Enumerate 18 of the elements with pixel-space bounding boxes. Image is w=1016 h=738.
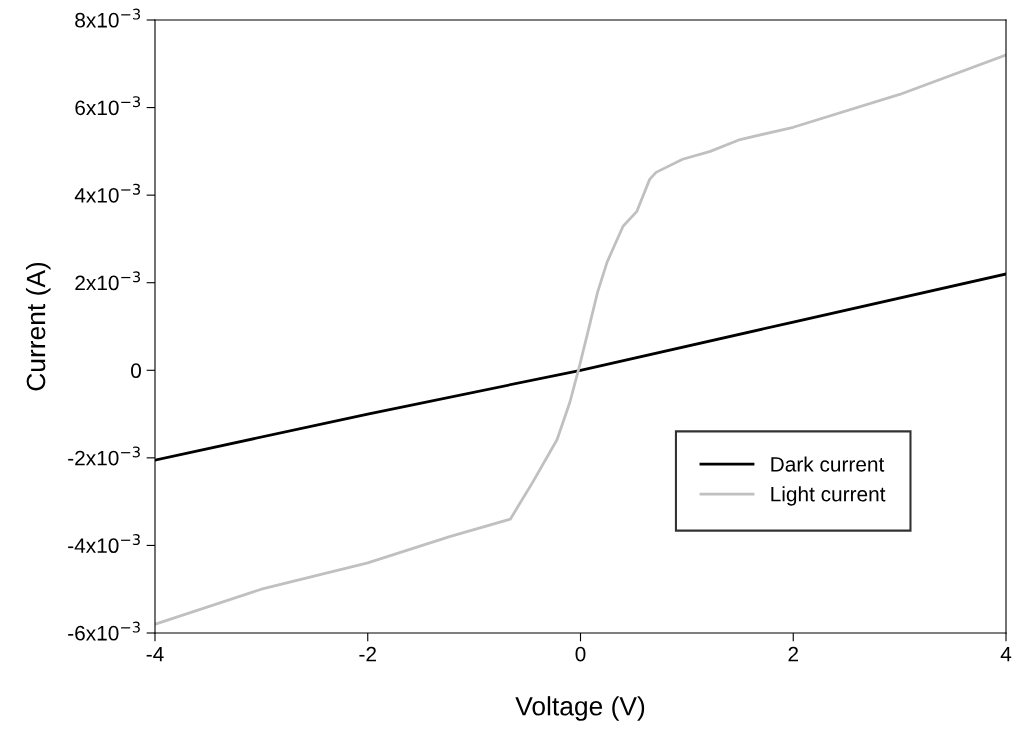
y-tick-label: 2x10$^{−3}$ (75, 271, 141, 291)
legend-label: Light current (771, 486, 886, 506)
x-tick-label: 0 (575, 646, 586, 662)
line-series (155, 53, 1006, 626)
y-tick-label: -4x10$^{−3}$ (68, 534, 140, 554)
y-axis-title: Current (A) (25, 262, 51, 391)
legend-label: Dark current (771, 456, 885, 472)
y-tick-label: 6x10$^{−3}$ (75, 96, 141, 116)
y-tick-label: 8x10$^{−3}$ (75, 8, 141, 28)
x-axis-title: Voltage (V) (515, 696, 645, 721)
x-tick-label: 4 (1000, 646, 1012, 662)
y-tick-label: -2x10$^{−3}$ (68, 446, 140, 466)
x-tick-label: -2 (359, 646, 376, 662)
y-tick-label: -6x10$^{−3}$ (68, 621, 140, 641)
y-tick-label: 4x10$^{−3}$ (74, 183, 141, 203)
x-tick-label: -4 (146, 646, 164, 662)
y-tick-label: 0 (131, 363, 141, 379)
x-tick-label: 2 (788, 646, 798, 662)
